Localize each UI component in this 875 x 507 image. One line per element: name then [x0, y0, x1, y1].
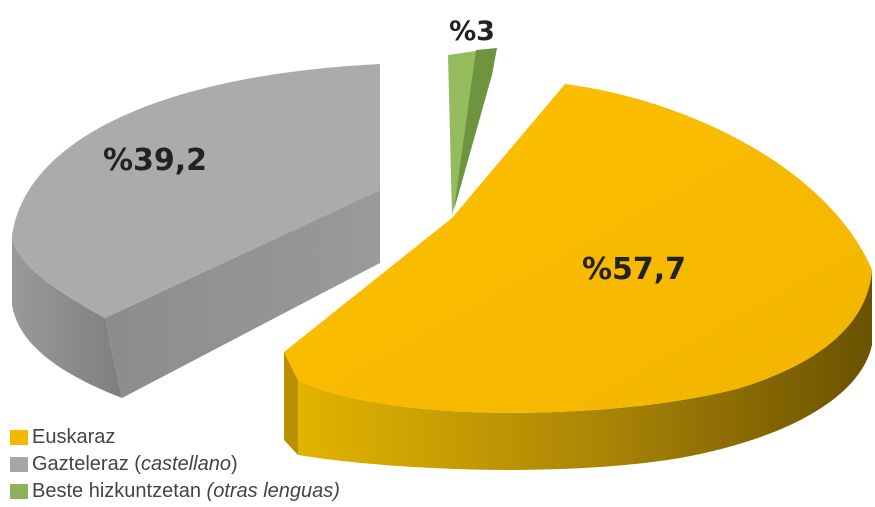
slice-euskaraz-outer-wall [298, 270, 872, 470]
slice-euskaraz-side [284, 352, 298, 455]
legend-note-gazteleraz: castellano [140, 453, 231, 475]
legend-note-beste: (otras lenguas) [201, 480, 340, 502]
data-label-euskaraz: %57,7 [582, 252, 686, 287]
legend-note-paren-open: ( [128, 453, 141, 475]
data-label-gazteleraz: %39,2 [103, 143, 207, 178]
slice-gazteleraz-top [12, 64, 380, 318]
slice-gazteleraz-cut-face [105, 190, 380, 398]
slice-euskaraz [284, 84, 872, 470]
data-label-beste: %3 [449, 16, 495, 47]
slice-gazteleraz-outer-wall [12, 236, 122, 398]
legend-label-beste: Beste hizkuntzetan [32, 480, 201, 502]
slice-beste-hizkuntzetan [448, 48, 497, 215]
legend-label-gazteleraz: Gazteleraz [32, 453, 129, 475]
legend-item-euskaraz: Euskaraz [10, 424, 340, 451]
legend-item-beste: Beste hizkuntzetan (otras lenguas) [10, 478, 340, 505]
slice-euskaraz-top [284, 84, 872, 413]
legend-item-gazteleraz: Gazteleraz (castellano) [10, 451, 340, 478]
legend-swatch-euskaraz [10, 430, 28, 445]
legend-swatch-beste [10, 484, 28, 499]
legend-label-euskaraz: Euskaraz [32, 426, 116, 448]
legend-swatch-gazteleraz [10, 457, 28, 472]
slice-beste-side [454, 48, 497, 210]
slice-gazteleraz [12, 64, 380, 398]
legend-note-paren-close: ) [231, 453, 238, 475]
legend: Euskaraz Gazteleraz (castellano) Beste h… [10, 424, 340, 505]
